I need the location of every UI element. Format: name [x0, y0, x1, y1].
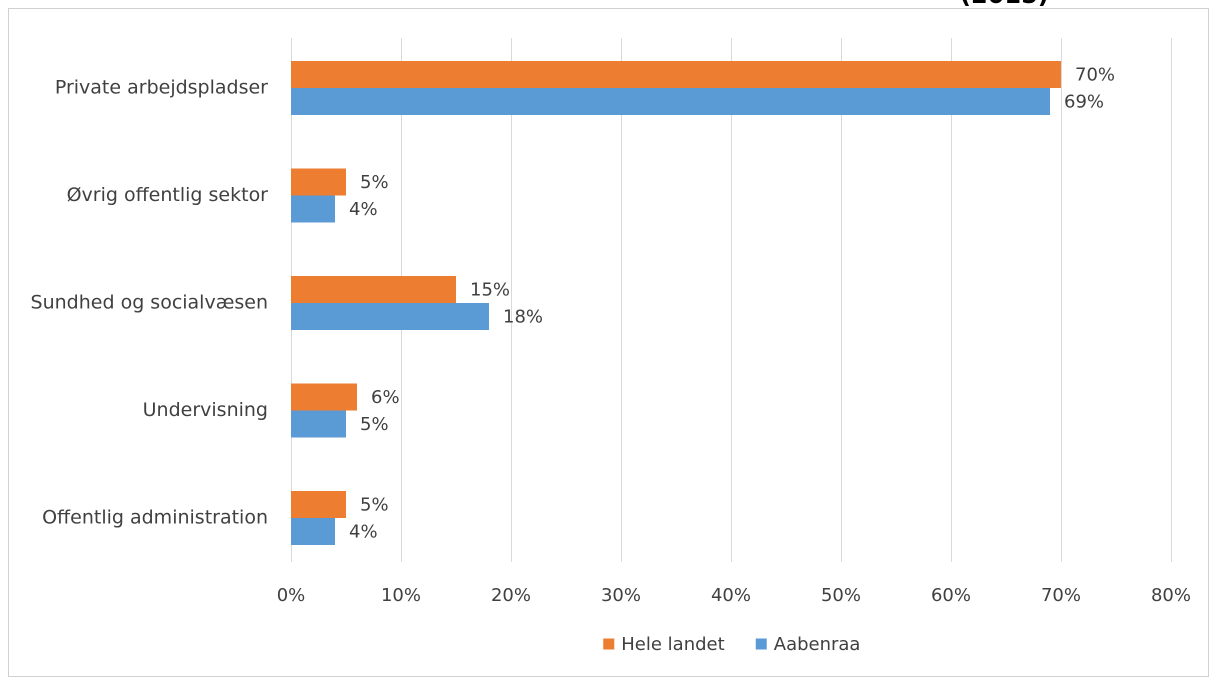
- bar: [291, 168, 346, 196]
- legend-label: Hele landet: [621, 634, 724, 655]
- bar: [291, 88, 1050, 115]
- bar: [291, 276, 456, 303]
- x-axis-tick-labels: 0% 10% 20% 30% 40% 50% 60% 70% 80%: [277, 585, 1191, 606]
- data-label: 4%: [349, 522, 378, 543]
- x-tick-label: 10%: [381, 585, 421, 606]
- chart-title-partial: (2015): [960, 0, 1049, 9]
- gridlines: [291, 38, 1172, 562]
- data-labels: 70% 69% 5% 4% 15% 18% 6% 5% 5% 4%: [349, 65, 1115, 543]
- legend-label: Aabenraa: [774, 634, 861, 655]
- bar: [291, 303, 489, 330]
- bar: [291, 61, 1061, 88]
- x-tick-label: 80%: [1151, 585, 1191, 606]
- data-label: 18%: [503, 307, 543, 328]
- bar: [291, 518, 335, 545]
- data-label: 69%: [1064, 92, 1104, 113]
- x-tick-label: 70%: [1041, 585, 1081, 606]
- bar: [291, 383, 357, 411]
- x-tick-label: 30%: [601, 585, 641, 606]
- x-tick-label: 0%: [277, 585, 306, 606]
- data-label: 5%: [360, 495, 389, 516]
- bars: [291, 61, 1061, 545]
- data-label: 4%: [349, 199, 378, 220]
- category-label: Private arbejdspladser: [55, 77, 268, 99]
- legend-swatch: [603, 638, 615, 650]
- category-labels: Private arbejdspladser Øvrig offentlig se…: [31, 77, 269, 529]
- x-tick-label: 60%: [931, 585, 971, 606]
- bar: [291, 195, 335, 223]
- data-label: 70%: [1075, 65, 1115, 86]
- x-tick-label: 20%: [491, 585, 531, 606]
- category-label: Offentlig administration: [42, 507, 268, 529]
- x-tick-label: 50%: [821, 585, 861, 606]
- bar: [291, 491, 346, 518]
- data-label: 5%: [360, 172, 389, 193]
- legend-swatch: [755, 638, 767, 650]
- category-label: Sundhed og socialvæsen: [31, 292, 268, 314]
- legend: Hele landet Aabenraa: [603, 634, 860, 655]
- data-label: 6%: [371, 387, 400, 408]
- bar: [291, 410, 346, 438]
- category-label: Undervisning: [143, 399, 268, 421]
- category-label: Øvrig offentlig sektor: [67, 184, 269, 206]
- x-tick-label: 40%: [711, 585, 751, 606]
- data-label: 5%: [360, 414, 389, 435]
- data-label: 15%: [470, 280, 510, 301]
